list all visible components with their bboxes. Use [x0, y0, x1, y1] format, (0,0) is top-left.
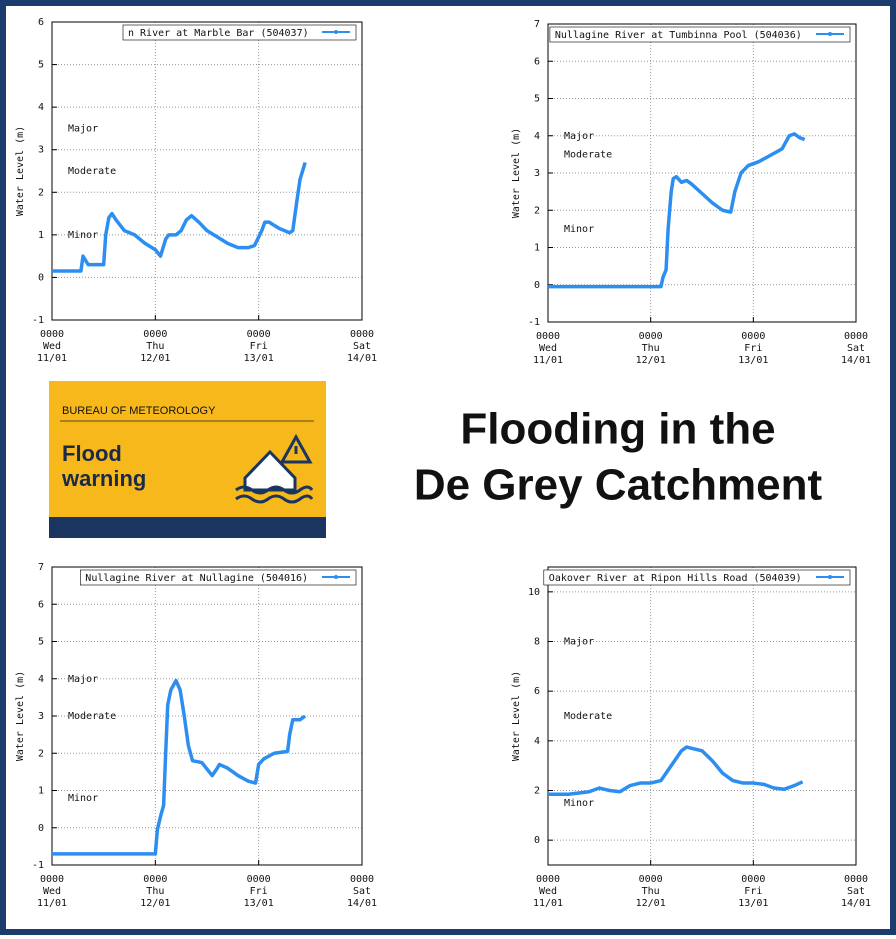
x-tick-label: 0000 Wed 11/01 [533, 331, 563, 366]
x-tick-label: 0000 Wed 11/01 [533, 874, 563, 909]
y-axis-title: Water Level (m) [511, 128, 522, 218]
legend-box [80, 569, 357, 586]
y-tick-label: -1 [32, 860, 44, 871]
flood-level-label: Moderate [68, 711, 116, 722]
x-tick-label: 0000 Thu 12/01 [636, 331, 666, 366]
y-tick-label: 2 [534, 205, 540, 216]
y-tick-label: 1 [534, 243, 540, 254]
x-tick-label: 0000 Wed 11/01 [37, 874, 67, 909]
chart: -1 0 1 2 3 4 5 6 7 0000 Wed 11/01 0000 Thu 12/01 0000 Fr… [511, 19, 871, 366]
y-tick-label: 8 [534, 637, 540, 648]
y-tick-label: 4 [534, 131, 540, 142]
y-axis-title: Water Level (m) [15, 671, 26, 761]
flood-level-label: Major [68, 674, 98, 685]
y-tick-label: 4 [534, 736, 540, 747]
badge-title: Flood [62, 441, 122, 466]
legend-box [549, 26, 851, 43]
legend-label: Oakover River at Ripon Hills Road (50403… [549, 573, 802, 584]
y-tick-label: 6 [38, 17, 44, 28]
series-line [548, 745, 804, 796]
series-line [52, 678, 307, 856]
badge-band [49, 517, 326, 538]
x-tick-label: 0000 Sat 14/01 [347, 329, 377, 364]
legend-marker [828, 32, 832, 36]
x-tick-label: 0000 Sat 14/01 [841, 874, 871, 909]
legend-marker [334, 30, 338, 34]
legend-label: n River at Marble Bar (504037) [128, 28, 309, 39]
flood-level-label: Moderate [564, 149, 612, 160]
y-tick-label: 5 [38, 60, 44, 71]
x-tick-label: 0000 Sat 14/01 [841, 331, 871, 366]
legend-marker [334, 575, 338, 579]
x-tick-label: 0000 Fri 13/01 [244, 874, 274, 909]
flood-level-label: Major [68, 123, 98, 134]
x-tick-label: 0000 Thu 12/01 [140, 874, 170, 909]
y-tick-label: 3 [534, 168, 540, 179]
y-tick-label: 1 [38, 786, 44, 797]
flood-level-label: Major [564, 637, 594, 648]
series-line [548, 132, 806, 289]
plot-border [547, 566, 857, 866]
plot-border [51, 566, 363, 866]
y-tick-label: 6 [534, 686, 540, 697]
plot-border [547, 23, 857, 323]
x-tick-label: 0000 Thu 12/01 [636, 874, 666, 909]
flood-icon [235, 433, 314, 504]
y-tick-label: 6 [534, 56, 540, 67]
headline: Flooding in the [460, 405, 775, 454]
y-tick-label: 4 [38, 102, 44, 113]
flood-level-label: Moderate [564, 711, 612, 722]
x-tick-label: 0000 Fri 13/01 [738, 331, 768, 366]
y-axis-title: Water Level (m) [15, 126, 26, 216]
y-tick-label: 6 [38, 599, 44, 610]
legend-label: Nullagine River at Tumbinna Pool (504036… [555, 30, 802, 41]
y-tick-label: 5 [38, 637, 44, 648]
y-tick-label: 1 [38, 230, 44, 241]
y-tick-label: 5 [534, 94, 540, 105]
flood-level-label: Minor [564, 224, 594, 235]
chart: 0 2 4 6 8 10 0000 Wed 11/01 0000 Thu 12/01 0000 Fri 13… [511, 566, 871, 909]
chart: -1 0 1 2 3 4 5 6 0000 Wed 11/01 0000 Thu 12/01 0000 Fri… [15, 17, 377, 364]
y-axis-title: Water Level (m) [511, 671, 522, 761]
legend-label: Nullagine River at Nullagine (504016) [85, 573, 308, 584]
flood-level-label: Minor [68, 230, 98, 241]
y-tick-label: -1 [528, 317, 540, 328]
y-tick-label: 3 [38, 145, 44, 156]
legend-box [122, 24, 357, 41]
y-tick-label: 0 [534, 280, 540, 291]
y-tick-label: -1 [32, 315, 44, 326]
y-tick-label: 2 [534, 786, 540, 797]
flood-level-label: Major [564, 131, 594, 142]
legend-box [543, 569, 851, 586]
x-tick-label: 0000 Fri 13/01 [244, 329, 274, 364]
legend-marker [828, 575, 832, 579]
chart: -1 0 1 2 3 4 5 6 7 0000 Wed 11/01 0000 Thu 12/01 0000 Fr… [15, 562, 377, 909]
series-line [52, 161, 307, 273]
flood-level-label: Minor [564, 798, 594, 809]
y-tick-label: 0 [38, 272, 44, 283]
y-tick-label: 10 [528, 587, 540, 598]
y-tick-label: 3 [38, 711, 44, 722]
flood-level-label: Moderate [68, 166, 116, 177]
flood-level-label: Minor [68, 793, 98, 804]
y-tick-label: 2 [38, 187, 44, 198]
x-tick-label: 0000 Sat 14/01 [347, 874, 377, 909]
y-tick-label: 0 [534, 835, 540, 846]
plot-border [51, 21, 363, 321]
headline: De Grey Catchment [414, 461, 823, 510]
x-tick-label: 0000 Wed 11/01 [37, 329, 67, 364]
flood-warning-badge: BUREAU OF METEOROLOGY Flood warning [49, 381, 326, 538]
y-tick-label: 7 [38, 562, 44, 573]
badge-title: warning [61, 466, 146, 491]
x-tick-label: 0000 Thu 12/01 [140, 329, 170, 364]
y-tick-label: 2 [38, 748, 44, 759]
badge-bg [49, 381, 326, 538]
x-tick-label: 0000 Fri 13/01 [738, 874, 768, 909]
y-tick-label: 7 [534, 19, 540, 30]
y-tick-label: 4 [38, 674, 44, 685]
badge-agency: BUREAU OF METEOROLOGY [62, 405, 216, 417]
y-tick-label: 0 [38, 823, 44, 834]
